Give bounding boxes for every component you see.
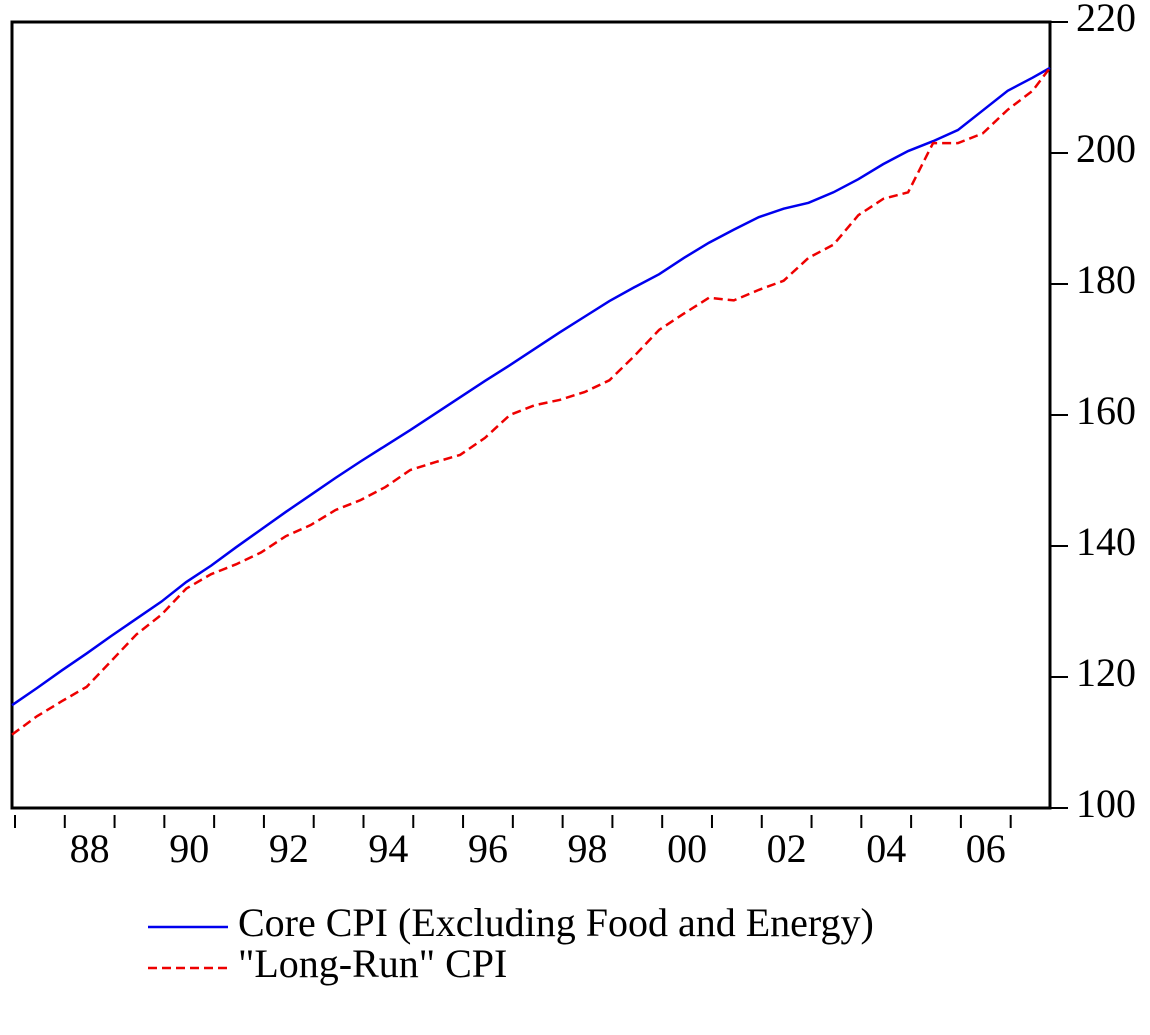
x-tick-label: 92	[269, 826, 309, 871]
x-tick-label: 02	[767, 826, 807, 871]
y-tick-label: 100	[1076, 781, 1136, 826]
legend-label: "Long-Run" CPI	[238, 941, 507, 986]
x-tick-label: 96	[468, 826, 508, 871]
legend-label: Core CPI (Excluding Food and Energy)	[238, 900, 874, 945]
x-tick-label: 04	[866, 826, 906, 871]
x-tick-label: 88	[70, 826, 110, 871]
x-tick-label: 98	[568, 826, 608, 871]
x-tick-label: 00	[667, 826, 707, 871]
x-tick-label: 90	[169, 826, 209, 871]
y-tick-label: 220	[1076, 0, 1136, 40]
series-line	[11, 67, 1051, 736]
x-tick-label: 94	[368, 826, 408, 871]
y-tick-label: 160	[1076, 388, 1136, 433]
series-line	[11, 66, 1051, 707]
y-tick-label: 200	[1076, 126, 1136, 171]
plot-frame	[10, 20, 1052, 810]
x-tick-label: 06	[966, 826, 1006, 871]
y-tick-label: 140	[1076, 519, 1136, 564]
y-tick-label: 120	[1076, 650, 1136, 695]
y-tick-label: 180	[1076, 257, 1136, 302]
